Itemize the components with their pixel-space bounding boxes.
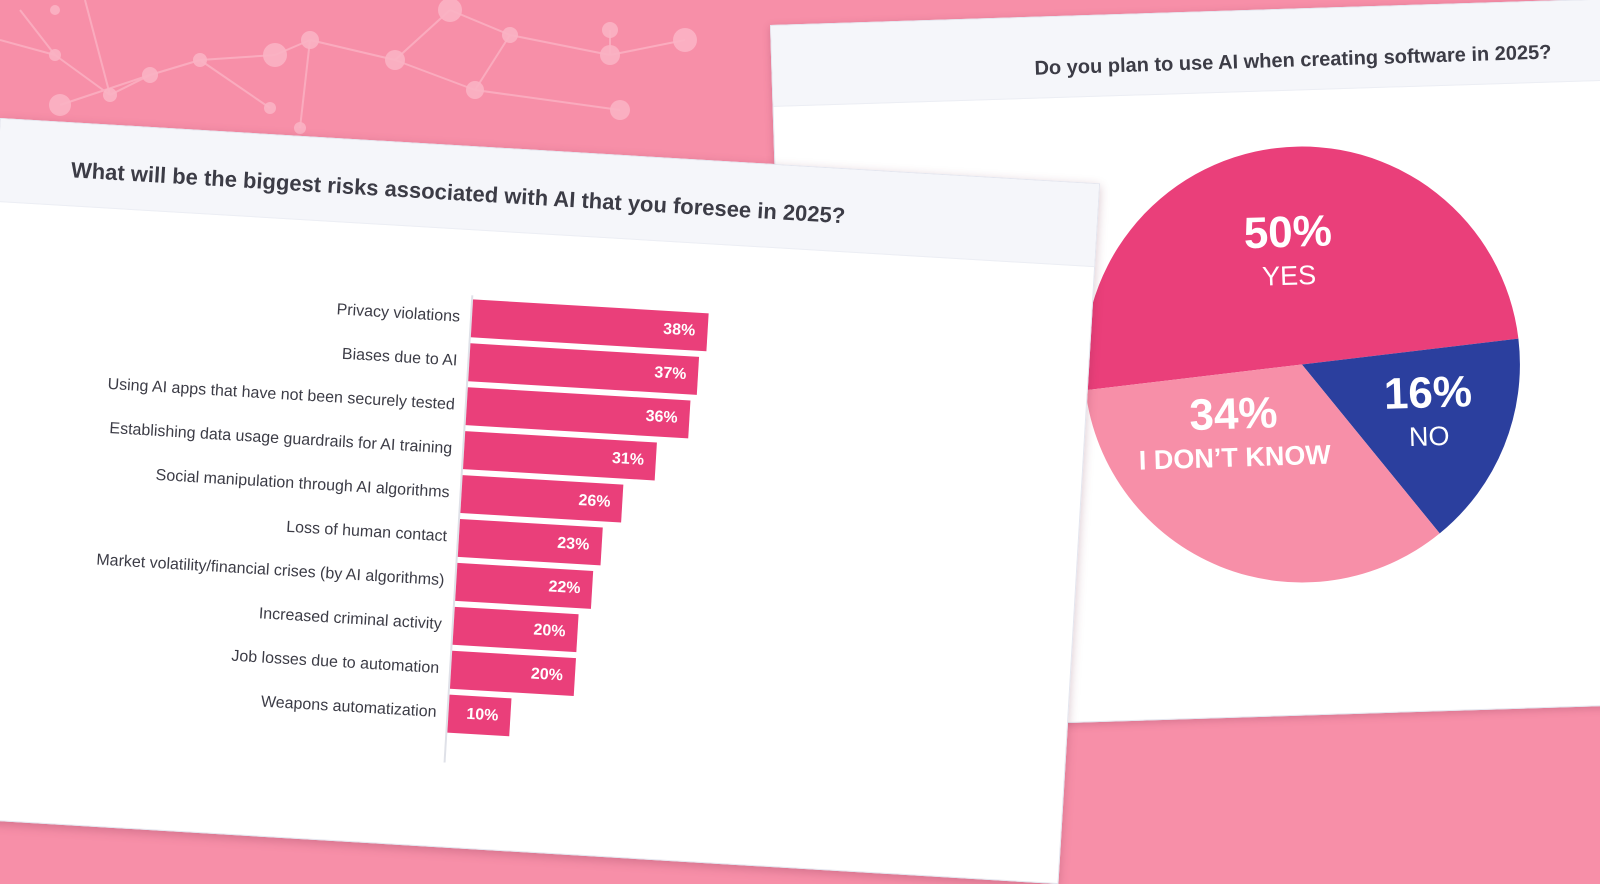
- bar-value-label: 37%: [653, 364, 687, 384]
- bar-value-label: 38%: [662, 320, 696, 340]
- bar: 20%: [449, 650, 576, 697]
- bar-category-label: Biases due to AI: [341, 345, 458, 370]
- bar-category-label: Establishing data usage guardrails for A…: [108, 420, 453, 458]
- pie-slice-value-label: 50%: [1243, 206, 1333, 258]
- bar-value-label: 22%: [548, 578, 581, 598]
- bar-category-label: Weapons automatization: [260, 693, 438, 721]
- pie-slice: [1085, 364, 1440, 583]
- pie-chart-card: Do you plan to use AI when creating soft…: [770, 0, 1600, 732]
- bar-category-label: Social manipulation through AI algorithm…: [155, 466, 451, 502]
- bar-value-label: 20%: [533, 621, 567, 641]
- pie-slice-value-label: 16%: [1383, 367, 1473, 419]
- pie-slice-name-label: YES: [1262, 260, 1317, 292]
- bar: 23%: [457, 518, 603, 566]
- bar-value-label: 23%: [556, 534, 590, 554]
- bar-chart-plot: Privacy violations 38% Biases due to AI 37%…: [0, 267, 1090, 801]
- bar-value-label: 36%: [645, 407, 679, 427]
- bar-category-label: Market volatility/financial crises (by A…: [95, 551, 445, 590]
- bar-value-label: 20%: [530, 665, 564, 685]
- bar: 10%: [447, 694, 512, 737]
- pie-slice-name-label: NO: [1409, 421, 1450, 452]
- pie-slice-name-label: I DON’T KNOW: [1138, 440, 1331, 476]
- pie-chart: 50%YES 16%NO 34%I DON’T KNOW: [1083, 146, 1520, 583]
- bar-value-label: 26%: [577, 491, 611, 511]
- pie-slice-value-label: 34%: [1189, 388, 1279, 440]
- bar-category-label: Using AI apps that have not been securel…: [107, 375, 456, 414]
- bar-category-label: Loss of human contact: [285, 518, 448, 546]
- bar: 31%: [462, 431, 658, 481]
- bar-category-label: Privacy violations: [336, 301, 461, 326]
- pie-slice: [1301, 338, 1520, 534]
- bar-category-label: Increased criminal activity: [258, 605, 443, 634]
- bar: 22%: [455, 562, 594, 609]
- bar-category-label: Job losses due to automation: [230, 647, 440, 677]
- bar-chart-card: What will be the biggest risks associate…: [0, 118, 1101, 884]
- bar-value-label: 10%: [465, 705, 499, 725]
- bar: 20%: [452, 606, 579, 653]
- bar-value-label: 31%: [611, 449, 645, 469]
- pie-slice: [1083, 146, 1519, 391]
- bar: 26%: [460, 475, 624, 523]
